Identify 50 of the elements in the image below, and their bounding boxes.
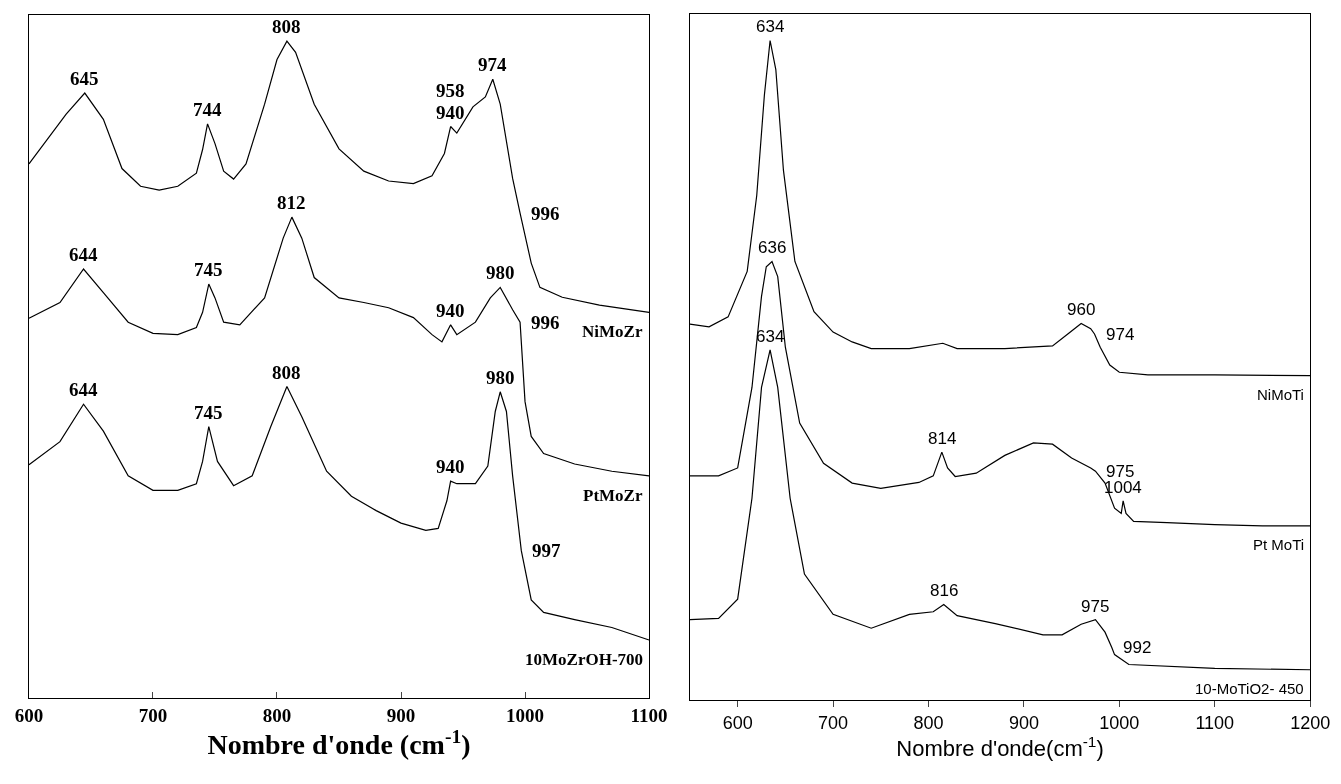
x-tick-label: 900 [386,704,416,726]
annotation: 808 [272,16,301,37]
x-tick-label: 800 [913,712,944,733]
annotation: 974 [478,54,507,75]
annotation: 816 [930,581,959,600]
annotation: 997 [532,540,561,561]
annotation: 980 [486,367,515,388]
annotation: 975 [1106,462,1135,481]
x-axis-title: Nombre d'onde (cm$^{-1}$) [207,725,471,761]
x-tick-label: 900 [1008,712,1039,733]
annotation: 958 [436,80,465,101]
annotation: 636 [758,238,787,257]
annotation: 644 [69,244,98,265]
annotation: 992 [1123,638,1152,657]
annotation: 745 [194,402,223,423]
x-tick-label: 1000 [1099,712,1140,733]
annotation: 645 [70,68,99,89]
annotation: 940 [436,102,465,123]
annotation: 812 [277,192,306,213]
x-tick-label: 1000 [506,704,545,726]
annotation: 975 [1081,597,1110,616]
x-tick-label: 1100 [1195,712,1235,733]
x-tick-label: 700 [818,712,849,733]
series-label: Pt MoTi [1253,536,1305,553]
x-tick-label: 800 [262,704,292,726]
annotation: 745 [194,259,223,280]
annotation: 634 [756,17,785,36]
annotation: 814 [928,429,957,448]
series-label: PtMoZr [583,486,643,505]
x-tick-label: 600 [722,712,753,733]
x-tick-label: 700 [138,704,168,726]
annotation: 940 [436,300,465,321]
annotation: 940 [436,456,465,477]
annotation: 996 [531,203,560,224]
annotation: 996 [531,312,560,333]
series-label: NiMoZr [582,322,643,341]
series-label: 10-MoTiO2- 450 [1195,680,1304,697]
x-axis-title: Nombre d'onde(cm$^{-1}$) [896,732,1104,762]
annotation: 744 [193,99,222,120]
annotation: 980 [486,262,515,283]
annotation: 974 [1106,325,1135,344]
x-tick-label: 1100 [630,704,668,726]
x-tick-label: 1200 [1290,712,1331,733]
annotation: 808 [272,362,301,383]
annotation: 960 [1067,300,1096,319]
annotation: 634 [756,327,785,346]
x-tick-label: 600 [14,704,44,726]
series-label: 10MoZrOH-700 [525,650,644,669]
series-label: NiMoTi [1257,386,1304,403]
annotation: 644 [69,379,98,400]
